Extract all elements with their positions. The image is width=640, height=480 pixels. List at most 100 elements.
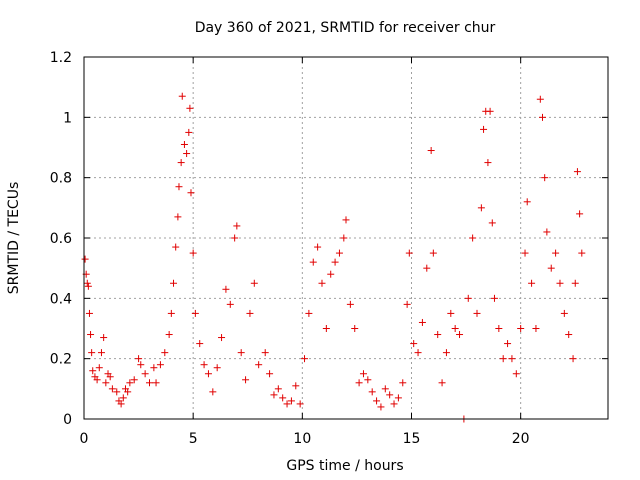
- y-axis-label: SRMTID / TECUs: [6, 182, 22, 295]
- data-point: [473, 309, 481, 317]
- data-point: [477, 204, 485, 212]
- data-point: [172, 243, 180, 251]
- data-point: [266, 370, 274, 378]
- chart-title: Day 360 of 2021, SRMTID for receiver chu…: [195, 20, 496, 36]
- data-point: [242, 376, 250, 384]
- data-point: [532, 325, 540, 332]
- y-tick-label: 1.2: [50, 50, 72, 66]
- data-point: [560, 309, 568, 317]
- data-point: [296, 400, 304, 408]
- data-point: [237, 349, 245, 357]
- data-point: [156, 361, 164, 369]
- data-point: [381, 385, 389, 393]
- data-point: [191, 309, 199, 317]
- data-point: [88, 349, 96, 357]
- data-point: [87, 331, 95, 339]
- data-point: [209, 388, 217, 396]
- data-point: [377, 403, 385, 411]
- data-point: [196, 340, 204, 348]
- plot-frame: [83, 56, 609, 420]
- data-point: [403, 300, 411, 308]
- data-point: [174, 213, 182, 221]
- data-point: [495, 325, 503, 332]
- data-point: [521, 249, 529, 257]
- data-point: [456, 331, 464, 339]
- data-point: [480, 125, 488, 133]
- data-point: [167, 309, 175, 317]
- data-point: [541, 174, 549, 182]
- data-point: [301, 355, 309, 363]
- data-point: [434, 331, 442, 339]
- data-point: [569, 355, 577, 363]
- y-tick-label: 0.4: [50, 291, 72, 307]
- data-point: [106, 373, 114, 381]
- data-point: [81, 255, 89, 263]
- x-tick-label: 0: [80, 431, 89, 447]
- data-point: [504, 340, 512, 348]
- data-point: [186, 104, 194, 112]
- data-point: [124, 388, 132, 396]
- data-point: [175, 183, 183, 191]
- data-point: [130, 376, 138, 384]
- data-point: [126, 379, 134, 387]
- data-point: [119, 394, 127, 402]
- data-point: [178, 92, 186, 100]
- data-point: [292, 382, 300, 390]
- data-point: [359, 370, 367, 378]
- data-point: [152, 379, 160, 387]
- data-point: [177, 159, 185, 167]
- data-point: [250, 279, 258, 287]
- data-point: [543, 228, 551, 236]
- data-point: [364, 376, 372, 384]
- data-point: [95, 364, 103, 372]
- data-point: [141, 370, 149, 378]
- data-point: [200, 361, 208, 369]
- data-point: [405, 249, 413, 257]
- data-point: [488, 219, 496, 227]
- data-point: [161, 349, 169, 357]
- data-point: [150, 364, 158, 372]
- data-point: [351, 325, 359, 332]
- data-point: [93, 376, 101, 384]
- y-tick-label: 1: [63, 110, 72, 126]
- data-point: [399, 379, 407, 387]
- data-point: [523, 198, 531, 206]
- data-point: [536, 95, 544, 103]
- data-point: [539, 113, 546, 121]
- data-point: [314, 243, 322, 251]
- data-point: [578, 249, 586, 257]
- tick-labels: 0 0.2 0.4 0.6 0.8 1 1.2 0 5 10 15 20: [50, 50, 530, 447]
- data-point: [552, 249, 560, 257]
- data-point: [386, 391, 394, 399]
- data-point: [394, 394, 402, 402]
- data-point: [135, 355, 143, 363]
- data-point: [204, 370, 212, 378]
- data-point: [187, 189, 195, 197]
- data-point: [261, 349, 269, 357]
- data-point: [185, 128, 193, 136]
- data-point: [183, 150, 191, 158]
- data-point: [469, 234, 477, 242]
- data-point: [233, 222, 241, 230]
- data-point: [390, 400, 398, 408]
- data-point: [85, 309, 93, 317]
- data-point: [231, 234, 239, 242]
- data-point: [576, 210, 584, 218]
- data-points: [81, 92, 586, 423]
- data-point: [373, 397, 381, 405]
- data-point: [309, 258, 317, 266]
- data-point: [170, 279, 178, 287]
- data-point: [137, 361, 145, 369]
- data-point: [331, 258, 339, 266]
- data-point: [547, 264, 555, 272]
- data-point: [464, 294, 472, 302]
- x-tick-label: 10: [293, 431, 311, 447]
- x-tick-label: 15: [403, 431, 421, 447]
- data-point: [368, 388, 376, 396]
- y-tick-label: 0.2: [50, 352, 72, 368]
- data-point: [340, 234, 348, 242]
- data-point: [102, 379, 110, 387]
- data-point: [447, 309, 455, 317]
